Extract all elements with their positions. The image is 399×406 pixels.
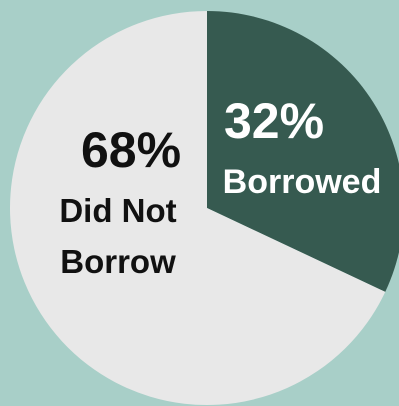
- pie-slices: [9, 11, 399, 405]
- did-not-borrow-percent-label: 68%: [81, 122, 181, 178]
- pie-labels: 32% Borrowed 68% Did Not Borrow: [59, 93, 381, 280]
- borrowed-slice: [207, 11, 399, 292]
- did-not-borrow-slice: [9, 11, 386, 405]
- borrowed-percent-label: 32%: [224, 93, 324, 149]
- did-not-borrow-label-line-1: Did Not: [59, 192, 176, 229]
- did-not-borrow-label-line-2: Borrow: [60, 243, 176, 280]
- borrowed-label: Borrowed: [223, 163, 382, 201]
